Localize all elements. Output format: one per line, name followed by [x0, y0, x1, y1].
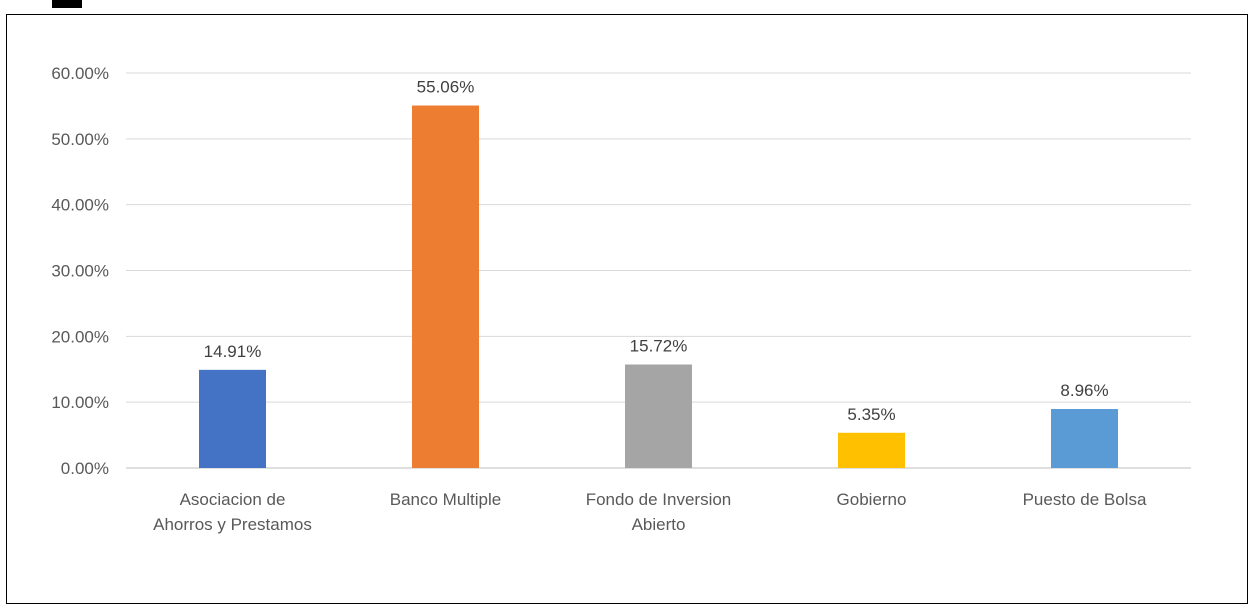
data-label: 5.35%: [847, 405, 895, 424]
bar: [412, 105, 479, 468]
x-tick-label: Asociacion de Ahorros y Prestamos: [153, 490, 312, 534]
y-tick-label: 20.00%: [51, 327, 109, 346]
bar-chart: 0.00% 10.00% 20.00% 30.00% 40.00% 50.00% 60.00…: [51, 64, 1191, 534]
x-tick-label: Puesto de Bolsa: [1023, 490, 1147, 509]
x-tick-label: Banco Multiple: [390, 490, 502, 509]
chart-frame: 0.00% 10.00% 20.00% 30.00% 40.00% 50.00% 60.00…: [6, 14, 1248, 604]
x-tick-label: Gobierno: [837, 490, 907, 509]
x-tick-label: Fondo de Inversion Abierto: [586, 490, 732, 534]
top-edge-marker: [52, 0, 82, 8]
y-tick-label: 0.00%: [61, 459, 109, 478]
y-tick-label: 50.00%: [51, 130, 109, 149]
y-axis-tick-labels: 0.00% 10.00% 20.00% 30.00% 40.00% 50.00% 60.00…: [51, 64, 109, 478]
data-label: 14.91%: [204, 342, 262, 361]
bars: [199, 105, 1118, 468]
data-label: 55.06%: [417, 78, 475, 97]
data-labels: 14.91% 55.06% 15.72% 5.35% 8.96%: [204, 78, 1109, 424]
data-label: 8.96%: [1060, 381, 1108, 400]
bar: [199, 369, 266, 468]
bar: [838, 432, 905, 468]
data-label: 15.72%: [630, 337, 688, 356]
y-tick-label: 30.00%: [51, 262, 109, 281]
y-tick-label: 10.00%: [51, 393, 109, 412]
y-tick-label: 40.00%: [51, 196, 109, 215]
bar: [1051, 409, 1118, 468]
x-axis-tick-labels: Asociacion de Ahorros y Prestamos Banco Mu…: [153, 490, 1147, 534]
gridlines: [126, 72, 1191, 469]
bar: [625, 364, 692, 468]
y-tick-label: 60.00%: [51, 64, 109, 83]
